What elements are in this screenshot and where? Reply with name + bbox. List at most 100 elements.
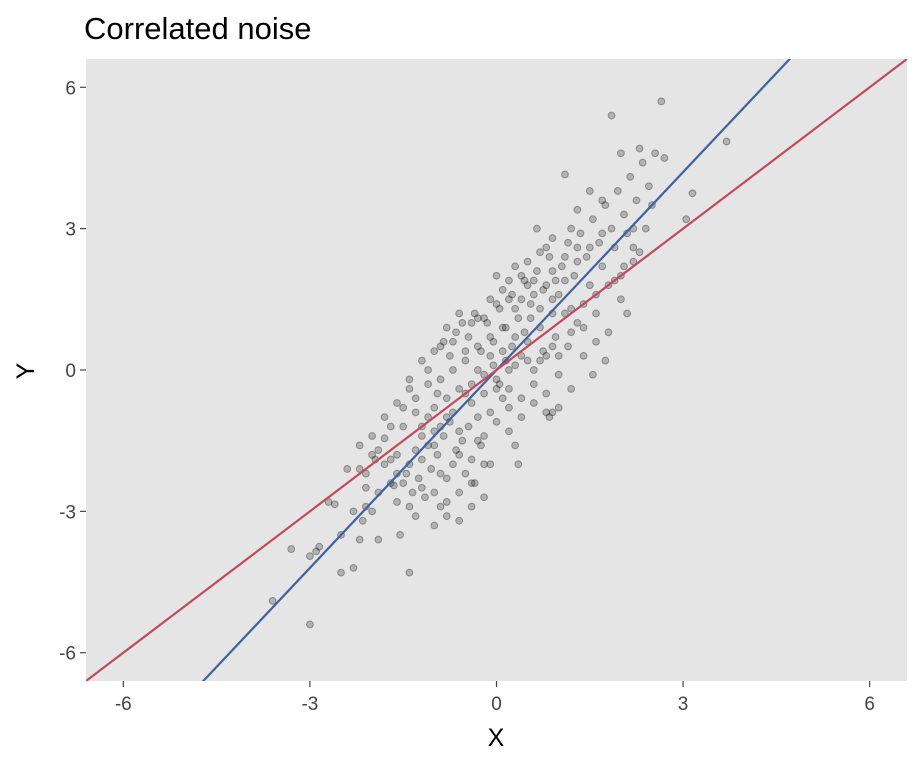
data-point [492, 417, 501, 426]
data-point [542, 243, 551, 252]
data-point [492, 384, 501, 393]
data-point [467, 455, 476, 464]
data-point [442, 394, 451, 403]
data-point [529, 290, 538, 299]
data-point [682, 215, 691, 224]
data-point [405, 384, 414, 393]
data-point [427, 465, 436, 473]
data-point [517, 295, 526, 304]
data-point [554, 290, 563, 299]
data-point [498, 394, 507, 403]
data-point [306, 620, 314, 629]
data-point [548, 234, 557, 242]
data-point [542, 351, 551, 360]
data-point [595, 238, 604, 247]
data-point [576, 229, 585, 238]
data-point [554, 403, 563, 412]
data-point [470, 479, 479, 487]
data-point [452, 328, 460, 337]
data-point [585, 281, 594, 290]
data-point [601, 356, 610, 365]
data-point [430, 441, 439, 450]
x-tick-label: -3 [301, 694, 318, 715]
data-point [449, 366, 457, 374]
data-point [430, 347, 439, 356]
data-point [458, 318, 467, 327]
data-point [433, 389, 442, 398]
data-point [511, 262, 520, 271]
data-point [511, 333, 520, 341]
data-point [570, 271, 579, 280]
fit-line-red [86, 59, 907, 681]
data-point [430, 403, 439, 412]
data-point [542, 389, 551, 398]
data-point [393, 498, 401, 506]
data-point [455, 384, 464, 393]
data-point [399, 479, 408, 487]
data-point [688, 189, 697, 198]
data-point [523, 281, 532, 290]
data-point [632, 196, 641, 205]
data-point [445, 351, 454, 360]
data-point [564, 342, 572, 351]
data-point [623, 309, 632, 318]
data-point [607, 111, 616, 120]
data-point [533, 267, 541, 275]
data-point [396, 531, 404, 539]
data-point [561, 253, 569, 261]
data-point [585, 243, 594, 252]
data-point [473, 342, 482, 351]
data-point [464, 422, 473, 431]
data-point [520, 328, 529, 337]
x-tick-label: 0 [491, 694, 502, 715]
data-point [411, 446, 420, 455]
y-tick-label: -6 [59, 644, 76, 665]
data-point [464, 333, 473, 341]
data-point [492, 271, 501, 280]
data-point [567, 384, 576, 393]
data-point [439, 432, 448, 440]
data-point [480, 493, 488, 502]
data-point [635, 248, 644, 257]
data-point [529, 380, 538, 389]
data-point [355, 535, 364, 544]
data-point [473, 314, 482, 323]
x-tick-label: -6 [115, 694, 132, 715]
data-point [430, 488, 439, 497]
y-tick-label: 0 [65, 361, 76, 382]
data-point [442, 512, 451, 520]
data-point [722, 137, 731, 146]
data-point [473, 366, 482, 374]
data-point [287, 545, 296, 553]
data-point [473, 413, 482, 422]
data-point [638, 158, 647, 167]
data-point [604, 328, 613, 337]
data-point [399, 422, 408, 431]
data-point [268, 596, 277, 605]
data-point [660, 154, 669, 162]
data-point [517, 394, 526, 403]
data-point [405, 375, 414, 384]
data-point [442, 474, 451, 483]
data-point [386, 422, 395, 431]
data-point [486, 333, 495, 341]
data-point [455, 450, 464, 459]
data-point [554, 370, 563, 379]
data-point [486, 295, 495, 304]
data-point [598, 229, 607, 238]
data-point [551, 333, 560, 341]
data-point [498, 285, 507, 294]
data-point [523, 356, 532, 365]
data-point [393, 399, 401, 407]
data-point [548, 295, 557, 304]
data-point [505, 384, 513, 393]
data-point [417, 432, 426, 440]
data-point [421, 493, 429, 502]
data-point [548, 267, 557, 275]
data-point [567, 224, 576, 233]
data-point [548, 342, 557, 351]
data-point [452, 446, 460, 455]
data-point [436, 375, 445, 384]
data-point [520, 276, 529, 285]
